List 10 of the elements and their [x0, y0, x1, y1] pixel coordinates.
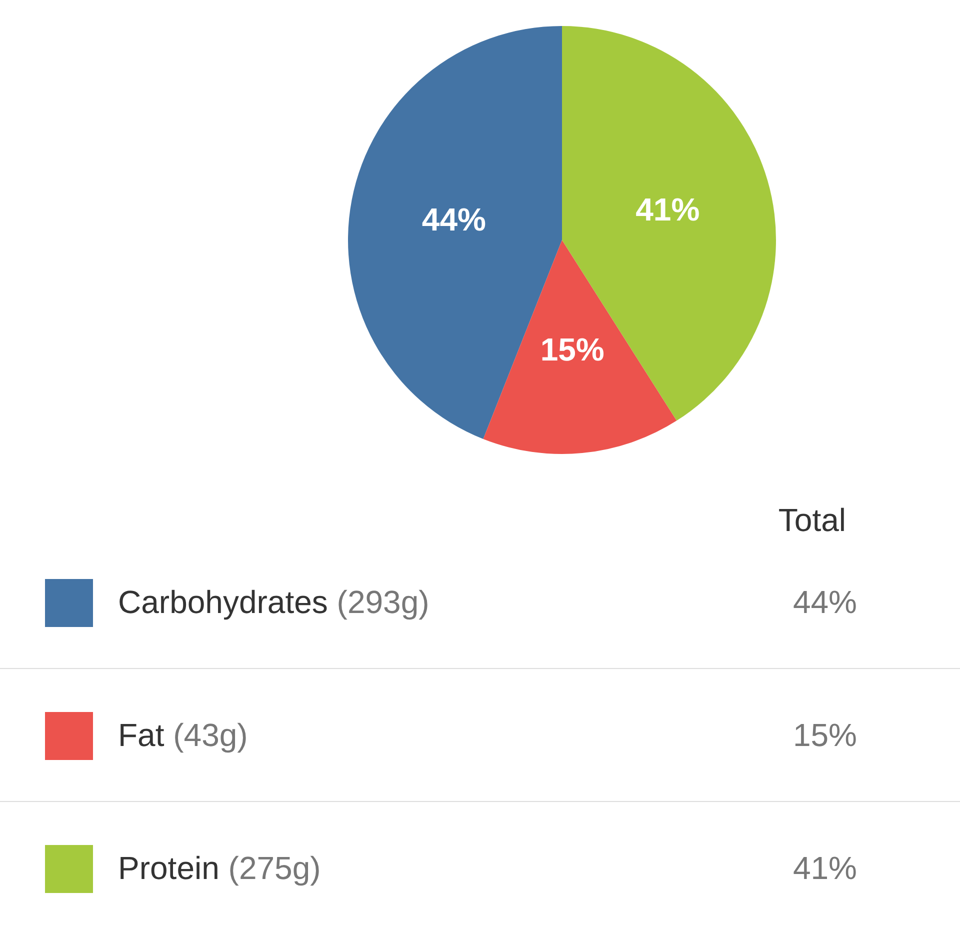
legend-label: Carbohydrates (293g) [118, 584, 430, 621]
text: 44% [792, 584, 857, 620]
legend-title: Total [778, 502, 846, 539]
data-label: 41% [636, 191, 700, 228]
text: 41% [792, 850, 857, 886]
text: 15% [792, 717, 857, 753]
legend-label: Fat (43g) [118, 717, 248, 754]
legend-label: Protein (275g) [118, 850, 321, 887]
data-label: 44% [422, 201, 486, 238]
data-label: 15% [540, 332, 604, 368]
